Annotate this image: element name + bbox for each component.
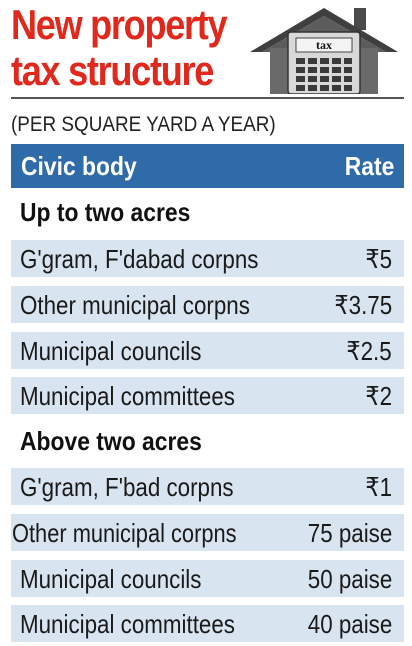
rate-cell: ₹2.5 — [346, 336, 392, 366]
rate-cell: ₹2 — [365, 381, 392, 411]
page-title: New property tax structure — [11, 1, 228, 94]
title-line-2: tax structure — [11, 47, 214, 94]
civic-body-cell: Municipal committees — [20, 609, 235, 639]
civic-body-cell: G'gram, F'dabad corpns — [20, 244, 259, 274]
table-row: G'gram, F'dabad corpns ₹5 — [11, 240, 404, 277]
column-header-rate: Rate — [344, 151, 394, 181]
rate-cell: 40 paise — [307, 609, 392, 639]
rate-cell: ₹3.75 — [334, 290, 392, 320]
table-row: Municipal councils 50 paise — [11, 560, 404, 597]
table-row: Other municipal corpns 75 paise — [11, 514, 404, 551]
civic-body-cell: Other municipal corpns — [12, 518, 237, 548]
rate-cell: ₹1 — [365, 472, 392, 502]
unit-subtitle: (PER SQUARE YARD A YEAR) — [11, 113, 276, 136]
civic-body-cell: Municipal councils — [20, 336, 202, 366]
civic-body-cell: G'gram, F'bad corpns — [20, 472, 234, 502]
house-calculator-icon: tax — [250, 8, 398, 94]
table-row: G'gram, F'bad corpns ₹1 — [11, 468, 404, 505]
column-header-civic-body: Civic body — [21, 151, 137, 181]
table-header: Civic body Rate — [11, 144, 404, 188]
table-row: Municipal committees ₹2 — [11, 377, 404, 414]
calculator-display-text: tax — [316, 38, 332, 52]
title-line-1: New property — [11, 1, 228, 48]
table-row: Municipal committees 40 paise — [11, 605, 404, 642]
section-heading-above-two-acres: Above two acres — [20, 426, 202, 456]
rate-cell: 75 paise — [307, 518, 392, 548]
civic-body-cell: Municipal councils — [20, 564, 202, 594]
rate-cell: 50 paise — [307, 564, 392, 594]
table-row: Municipal councils ₹2.5 — [11, 332, 404, 369]
civic-body-cell: Municipal committees — [20, 381, 235, 411]
section-heading-up-to-two-acres: Up to two acres — [20, 197, 191, 227]
civic-body-cell: Other municipal corpns — [20, 290, 250, 320]
table-row: Other municipal corpns ₹3.75 — [11, 286, 404, 323]
rate-cell: ₹5 — [365, 244, 392, 274]
title-divider — [11, 97, 404, 99]
